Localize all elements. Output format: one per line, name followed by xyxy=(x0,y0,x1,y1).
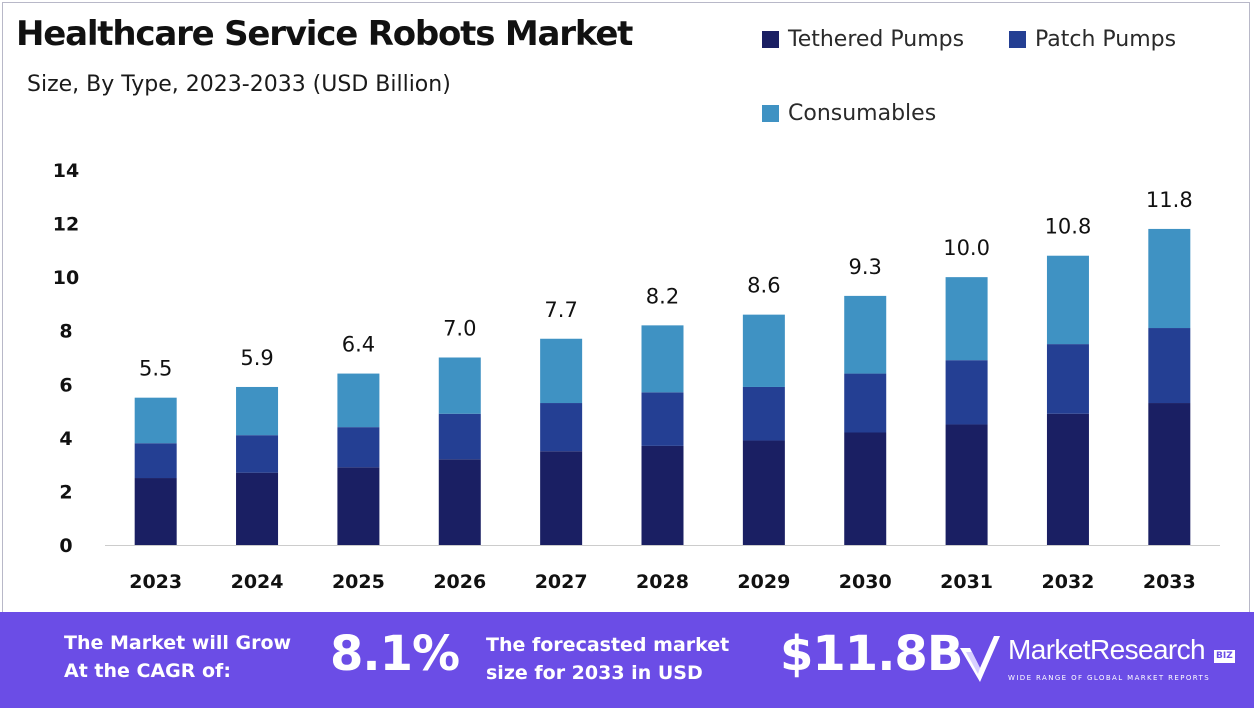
bar-segment-patch-pumps xyxy=(742,386,785,441)
bar-segment-consumables xyxy=(844,295,887,374)
forecast-caption: The forecasted market size for 2033 in U… xyxy=(486,634,730,684)
x-tick-label: 2027 xyxy=(535,571,588,593)
data-label: 9.3 xyxy=(849,255,882,279)
footer-banner: The Market will Grow At the CAGR of: 8.1… xyxy=(0,612,1254,708)
y-tick-label: 14 xyxy=(53,160,79,182)
data-label: 10.8 xyxy=(1045,215,1092,239)
legend-label-consumables: Consumables xyxy=(788,101,937,126)
bar-segment-tethered-pumps xyxy=(438,459,481,545)
bar-segment-consumables xyxy=(742,314,785,387)
legend-swatch-consumables xyxy=(762,105,779,122)
y-tick-label: 0 xyxy=(59,535,72,557)
y-tick-label: 4 xyxy=(59,428,72,450)
bar-segment-patch-pumps xyxy=(1046,344,1089,414)
bar-segment-consumables xyxy=(236,386,279,436)
data-label: 7.0 xyxy=(443,317,476,341)
data-label: 10.0 xyxy=(943,236,990,260)
data-label: 8.6 xyxy=(747,274,780,298)
x-tick-label: 2026 xyxy=(433,571,486,593)
bar-segment-patch-pumps xyxy=(236,435,279,473)
bar-segment-tethered-pumps xyxy=(1046,413,1089,545)
legend-label-tethered-pumps: Tethered Pumps xyxy=(788,27,965,52)
legend-item-patch-pumps: Patch Pumps xyxy=(1009,27,1176,52)
x-tick-label: 2033 xyxy=(1143,571,1196,593)
legend-label-patch-pumps: Patch Pumps xyxy=(1035,27,1177,52)
bar-segment-patch-pumps xyxy=(337,427,380,468)
bar-segment-tethered-pumps xyxy=(641,445,684,545)
cagr-value: 8.1% xyxy=(330,626,460,682)
bar-segment-patch-pumps xyxy=(641,392,684,446)
y-tick-label: 8 xyxy=(59,321,72,343)
brand-tagline: WIDE RANGE OF GLOBAL MARKET REPORTS xyxy=(1008,674,1211,682)
brand-logo: MarketResearch BIZ WIDE RANGE OF GLOBAL … xyxy=(958,632,1235,694)
bar-segment-consumables xyxy=(641,325,684,393)
x-tick-label: 2029 xyxy=(737,571,790,593)
bar-segment-consumables xyxy=(134,397,177,444)
data-label: 5.9 xyxy=(240,346,273,370)
legend-swatch-tethered-pumps xyxy=(762,31,779,48)
bar-segment-consumables xyxy=(945,277,988,361)
y-tick-label: 10 xyxy=(53,267,79,289)
y-tick-label: 12 xyxy=(53,214,79,236)
x-tick-label: 2031 xyxy=(940,571,993,593)
x-tick-label: 2030 xyxy=(839,571,892,593)
data-label: 7.7 xyxy=(544,298,577,322)
checkmark-logo-icon xyxy=(960,636,1000,682)
chart-subtitle: Size, By Type, 2023-2033 (USD Billion) xyxy=(27,72,451,97)
bar-segment-consumables xyxy=(337,373,380,428)
x-tick-label: 2024 xyxy=(231,571,284,593)
bar-segment-patch-pumps xyxy=(945,360,988,425)
data-label: 5.5 xyxy=(139,357,172,381)
bar-segment-tethered-pumps xyxy=(236,472,279,545)
data-label: 6.4 xyxy=(342,333,375,357)
bar-segment-tethered-pumps xyxy=(844,432,887,545)
bar-segment-tethered-pumps xyxy=(945,424,988,545)
x-tick-label: 2025 xyxy=(332,571,385,593)
data-label: 8.2 xyxy=(646,284,679,308)
brand-badge: BIZ xyxy=(1214,650,1235,663)
bar-segment-patch-pumps xyxy=(134,443,177,479)
bar-segment-patch-pumps xyxy=(1148,328,1191,404)
bar-segment-patch-pumps xyxy=(540,403,583,452)
bar-segment-consumables xyxy=(438,357,481,414)
x-tick-label: 2023 xyxy=(129,571,182,593)
cagr-caption: The Market will Grow At the CAGR of: xyxy=(64,632,292,682)
data-label: 11.8 xyxy=(1146,188,1193,212)
x-tick-label: 2032 xyxy=(1042,571,1095,593)
bar-segment-patch-pumps xyxy=(844,373,887,433)
bar-segment-consumables xyxy=(540,338,583,404)
bar-segment-consumables xyxy=(1148,228,1191,329)
chart-title: Healthcare Service Robots Market xyxy=(16,14,633,54)
bar-segment-tethered-pumps xyxy=(742,440,785,545)
x-tick-label: 2028 xyxy=(636,571,689,593)
y-tick-label: 2 xyxy=(59,481,72,503)
legend-item-tethered-pumps: Tethered Pumps xyxy=(762,27,964,52)
stacked-bar-chart: 0 2 4 6 8 10 12 14 5.5 2023 5.9 2024 6.4 2025 7.0 2026 7… xyxy=(53,160,1220,593)
bar-segment-tethered-pumps xyxy=(337,467,380,545)
bar-segment-tethered-pumps xyxy=(1148,403,1191,545)
bar-segment-consumables xyxy=(1046,255,1089,345)
bar-segment-tethered-pumps xyxy=(540,451,583,545)
forecast-value: $11.8B xyxy=(780,626,963,682)
legend-swatch-patch-pumps xyxy=(1009,31,1026,48)
legend-item-consumables: Consumables xyxy=(762,101,936,126)
y-tick-label: 6 xyxy=(59,374,72,396)
bar-segment-tethered-pumps xyxy=(134,478,177,545)
bar-segment-patch-pumps xyxy=(438,413,481,460)
brand-name: MarketResearch xyxy=(1008,634,1206,665)
